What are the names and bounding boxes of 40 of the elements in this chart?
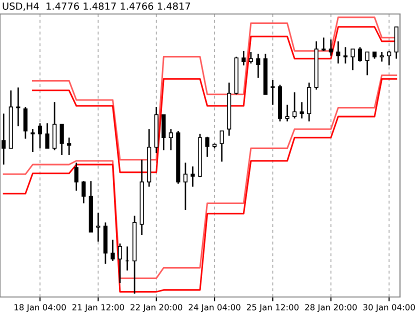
x-tick-label: 18 Jan 04:00	[14, 304, 66, 312]
candlestick	[190, 166, 195, 188]
candlestick	[256, 53, 260, 79]
candlestick	[300, 101, 304, 120]
candlestick	[183, 162, 188, 211]
candlestick	[285, 104, 290, 122]
candlestick	[74, 162, 78, 192]
x-tick-label: 25 Jan 12:00	[246, 304, 299, 312]
candlestick	[248, 51, 253, 64]
candlestick	[387, 50, 392, 66]
candlestick	[270, 79, 275, 106]
candlestick	[162, 114, 166, 151]
candlestick	[358, 46, 362, 62]
candlestick	[23, 106, 28, 140]
candlestick	[60, 124, 64, 156]
candlestick	[365, 51, 370, 76]
candlestick	[322, 36, 326, 52]
candlestick	[220, 130, 224, 162]
candlestick	[38, 122, 42, 149]
x-tick-label: 22 Jan 20:00	[130, 304, 182, 312]
candlestick	[242, 50, 246, 66]
candlestick	[67, 136, 72, 156]
x-tick-label: 24 Jan 04:00	[188, 304, 240, 312]
candlestick	[350, 48, 355, 71]
candlestick	[30, 128, 35, 153]
candlestick	[168, 128, 173, 151]
candlestick	[16, 86, 20, 127]
candlestick	[2, 112, 6, 166]
candlestick	[45, 122, 50, 149]
chart-title: USD,H4 1.4776 1.4817 1.4766 1.4817	[2, 2, 190, 11]
candlestick	[292, 92, 297, 120]
candlestick	[336, 40, 340, 64]
candlestick	[205, 136, 210, 158]
candlestick	[82, 180, 86, 204]
candlestick	[110, 239, 115, 262]
x-tick-label: 28 Jan 20:00	[305, 304, 357, 312]
x-tick-label: 21 Jan 12:00	[72, 304, 124, 312]
candlestick	[118, 242, 122, 284]
candlestick	[328, 38, 333, 56]
x-tick-label: 30 Jan 04:00	[363, 304, 415, 312]
